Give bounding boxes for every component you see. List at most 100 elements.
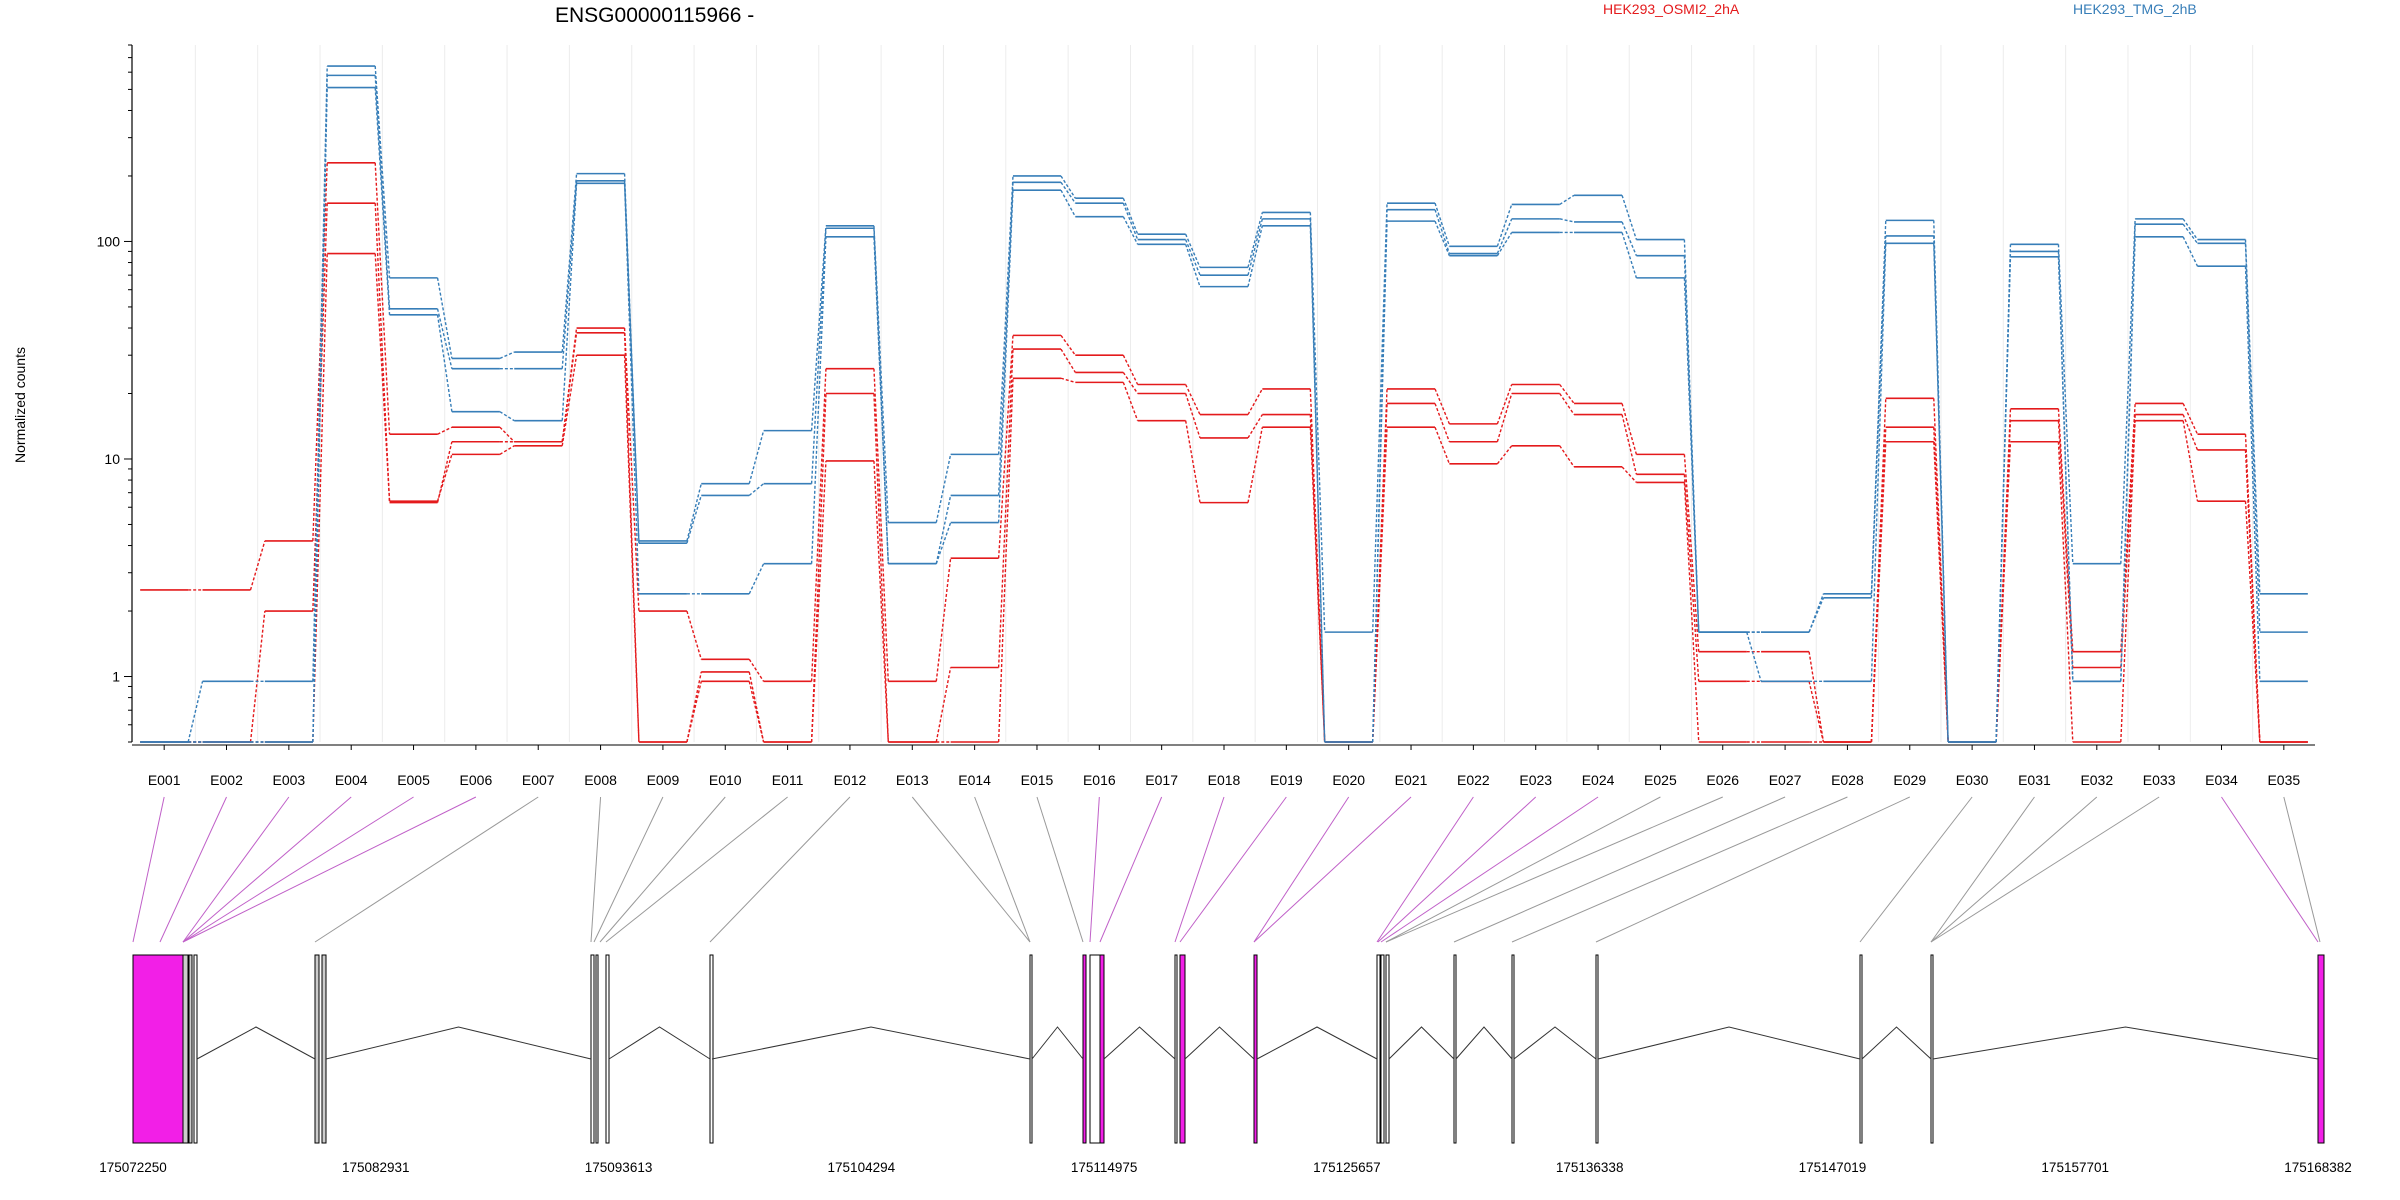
genomic-coordinate-label: 175147019 bbox=[1799, 1160, 1867, 1175]
data-connector bbox=[2120, 420, 2136, 743]
data-connector bbox=[935, 522, 952, 564]
data-connector bbox=[1621, 414, 1638, 475]
data-connector bbox=[1621, 403, 1638, 455]
genomic-coordinate-label: 175168382 bbox=[2284, 1160, 2352, 1175]
y-tick-label: 100 bbox=[97, 233, 121, 249]
chart-title: ENSG00000115966 - bbox=[555, 4, 754, 27]
series-1 bbox=[140, 161, 2308, 743]
data-connector bbox=[499, 351, 515, 360]
data-connector bbox=[1870, 243, 1887, 682]
data-connector bbox=[1933, 441, 1949, 743]
data-connector bbox=[1496, 393, 1513, 442]
data-connector bbox=[1434, 388, 1451, 425]
data-connector bbox=[1621, 221, 1638, 256]
data-connector bbox=[1683, 277, 1700, 633]
data-connector bbox=[1995, 256, 2012, 743]
intron-line bbox=[1455, 1026, 1513, 1060]
data-connector bbox=[1060, 181, 1076, 204]
data-connector bbox=[1621, 466, 1637, 483]
data-connector bbox=[374, 66, 391, 278]
genomic-coordinate-label: 175082931 bbox=[342, 1160, 410, 1175]
exon-connector bbox=[1595, 796, 1910, 943]
data-connector bbox=[748, 658, 765, 682]
exon-block bbox=[1082, 954, 1087, 1144]
series-2 bbox=[140, 202, 2308, 743]
data-connector bbox=[1060, 175, 1076, 199]
exon-connector bbox=[1930, 796, 2035, 943]
data-connector bbox=[2244, 501, 2261, 743]
data-connector bbox=[1184, 420, 1201, 503]
exon-block bbox=[193, 954, 198, 1144]
exon-connector bbox=[1930, 796, 2160, 943]
data-connector bbox=[2182, 414, 2199, 451]
intron-line bbox=[1932, 1026, 2319, 1060]
exon-label: E019 bbox=[1270, 772, 1303, 788]
data-connector bbox=[1496, 384, 1513, 425]
data-connector bbox=[561, 180, 578, 369]
exon-label: E022 bbox=[1457, 772, 1490, 788]
data-connector bbox=[1621, 195, 1638, 240]
intron-line bbox=[1388, 1026, 1455, 1060]
exon-connector bbox=[1099, 796, 1163, 943]
exon-block bbox=[132, 954, 184, 1144]
exon-block bbox=[1174, 954, 1178, 1144]
data-connector bbox=[748, 671, 765, 743]
data-connector bbox=[1496, 232, 1513, 257]
genomic-coordinate-label: 175125657 bbox=[1313, 1160, 1381, 1175]
data-connector bbox=[748, 681, 765, 743]
data-connector bbox=[2244, 449, 2261, 743]
exon-block bbox=[605, 954, 610, 1144]
series-3 bbox=[140, 252, 2308, 743]
data-connector bbox=[1247, 427, 1264, 503]
data-connector bbox=[2244, 239, 2261, 594]
exon-block bbox=[1179, 954, 1186, 1144]
data-connector bbox=[935, 495, 952, 564]
exon-labels: E001 E002 E003 E004 E005 E006 E007 E008 E009 E010… bbox=[148, 745, 2300, 788]
exon-label: E012 bbox=[834, 772, 867, 788]
data-connector bbox=[1371, 221, 1388, 743]
data-connector bbox=[748, 430, 765, 484]
data-connector bbox=[2182, 236, 2199, 267]
intron-line bbox=[711, 1026, 1031, 1060]
exon-connector bbox=[599, 796, 726, 943]
exon-label: E007 bbox=[522, 772, 555, 788]
genomic-coordinate-label: 175104294 bbox=[828, 1160, 896, 1175]
gene-model bbox=[132, 954, 2325, 1144]
data-connector bbox=[312, 87, 328, 743]
genomic-coordinate-label: 175136338 bbox=[1556, 1160, 1624, 1175]
exon-block bbox=[1595, 954, 1599, 1144]
exon-connector bbox=[1380, 796, 1599, 943]
data-connector bbox=[2182, 223, 2199, 244]
exon-connector bbox=[159, 796, 227, 943]
data-connector bbox=[1621, 232, 1638, 279]
exon-block bbox=[314, 954, 320, 1144]
exon-block bbox=[1453, 954, 1457, 1144]
data-connector bbox=[374, 253, 391, 502]
exon-label: E002 bbox=[210, 772, 243, 788]
exon-label: E017 bbox=[1145, 772, 1178, 788]
data-connector bbox=[1559, 393, 1575, 415]
data-connector bbox=[1559, 445, 1575, 468]
data-connector bbox=[935, 558, 952, 682]
exon-label: E009 bbox=[647, 772, 680, 788]
intron-line bbox=[1103, 1026, 1176, 1060]
exon-connector bbox=[2283, 796, 2321, 943]
grid-lines bbox=[194, 45, 2254, 742]
data-connector bbox=[1434, 220, 1451, 256]
data-connector bbox=[1746, 631, 1762, 682]
exon-label: E021 bbox=[1395, 772, 1428, 788]
data-connector bbox=[2120, 218, 2136, 564]
exon-label: E014 bbox=[958, 772, 991, 788]
data-connector bbox=[1683, 482, 1700, 743]
exon-connector bbox=[1174, 796, 1225, 943]
data-connector bbox=[1371, 427, 1388, 743]
data-connector bbox=[810, 225, 827, 431]
data-connector bbox=[1185, 239, 1201, 276]
data-connector bbox=[436, 277, 453, 359]
exon-label: E035 bbox=[2267, 772, 2300, 788]
data-connector bbox=[1247, 225, 1264, 287]
data-connector bbox=[1060, 189, 1076, 217]
exon-connector bbox=[709, 796, 851, 943]
exon-connectors bbox=[132, 796, 2321, 943]
